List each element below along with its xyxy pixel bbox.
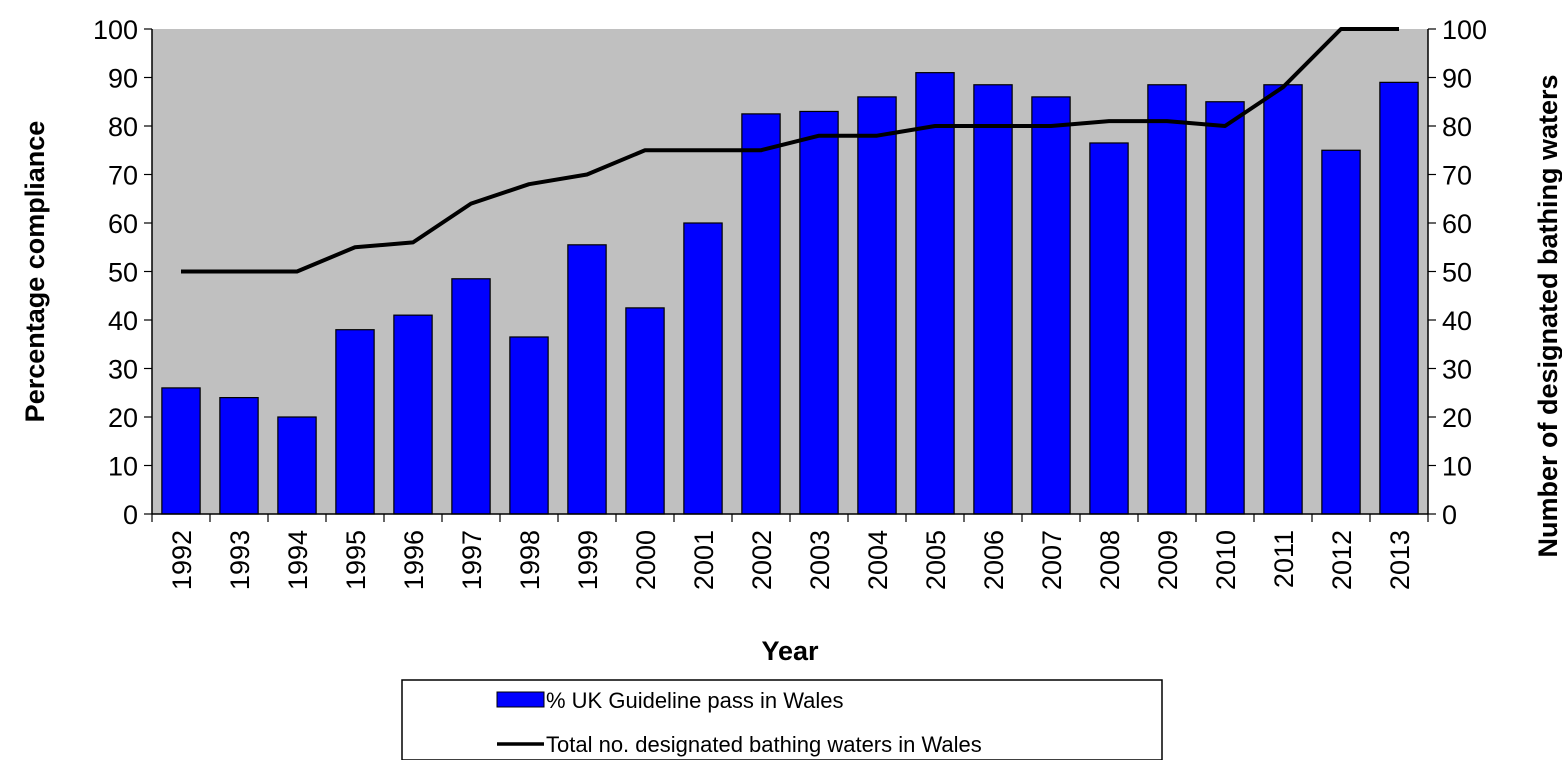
- bar-2010: [1205, 101, 1245, 515]
- x-tick-label-1994: 1994: [283, 530, 313, 590]
- x-tick-label-2004: 2004: [863, 530, 893, 590]
- y-tick-label: 0: [123, 500, 138, 530]
- y-axis-ticks: 0 10 20 30 40 50 60 70 80 90 100: [93, 15, 152, 530]
- y-tick-label: 100: [93, 15, 138, 45]
- x-tick-label-2010: 2010: [1211, 530, 1241, 590]
- x-tick-label-2013: 2013: [1385, 530, 1415, 590]
- bar-2004: [857, 96, 897, 515]
- y2-tick-label: 50: [1442, 258, 1472, 288]
- bar-1999: [567, 244, 607, 515]
- x-tick-labels: 1992 1993 1994 1995 1996 1997 1998 1999 2000 2001…: [167, 530, 1415, 590]
- y-tick-label: 90: [108, 64, 138, 94]
- y-tick-label: 50: [108, 258, 138, 288]
- bar-2003: [799, 110, 839, 515]
- x-tick-label-2011: 2011: [1269, 530, 1299, 588]
- y2-tick-label: 30: [1442, 355, 1472, 385]
- y2-tick-label: 60: [1442, 209, 1472, 239]
- bar-series: [161, 72, 1419, 515]
- bar-2011: [1263, 84, 1303, 515]
- bar-2006: [973, 84, 1013, 515]
- x-tick-label-2009: 2009: [1153, 530, 1183, 590]
- bar-1992: [161, 387, 201, 515]
- legend: % UK Guideline pass in Wales Total no. d…: [401, 679, 1163, 760]
- y2-axis-title: Number of designated bathing waters: [1533, 74, 1562, 557]
- y-tick-label: 80: [108, 112, 138, 142]
- x-tick-label-2003: 2003: [805, 530, 835, 590]
- bar-2009: [1147, 84, 1187, 515]
- x-tick-label-2012: 2012: [1327, 530, 1357, 590]
- x-axis-title: Year: [761, 636, 819, 666]
- x-tick-label-1997: 1997: [457, 530, 487, 590]
- x-tick-label-1993: 1993: [225, 530, 255, 590]
- bar-2013: [1379, 81, 1419, 515]
- legend-bar-swatch: [496, 691, 545, 708]
- x-tick-label-2001: 2001: [689, 530, 719, 590]
- x-tick-label-2005: 2005: [921, 530, 951, 590]
- y-axis-title: Percentage compliance: [20, 121, 50, 423]
- y-tick-label: 30: [108, 355, 138, 385]
- line-bathing-waters: [181, 27, 1399, 274]
- x-tick-label-1999: 1999: [573, 530, 603, 590]
- legend-line-label: Total no. designated bathing waters in W…: [546, 732, 982, 757]
- bar-2008: [1089, 142, 1129, 515]
- y2-tick-label: 0: [1442, 500, 1457, 530]
- y2-tick-label: 70: [1442, 161, 1472, 191]
- bar-2000: [625, 307, 665, 515]
- y-tick-label: 20: [108, 403, 138, 433]
- x-tick-label-2000: 2000: [631, 530, 661, 590]
- line-series: [181, 27, 1399, 274]
- x-tick-label-1992: 1992: [167, 530, 197, 590]
- x-tick-label-2002: 2002: [747, 530, 777, 590]
- bar-2005: [915, 72, 955, 515]
- y2-tick-label: 80: [1442, 112, 1472, 142]
- bar-1996: [393, 314, 433, 515]
- bar-2007: [1031, 96, 1071, 515]
- legend-bar-label: % UK Guideline pass in Wales: [546, 688, 844, 713]
- y2-tick-label: 100: [1442, 15, 1487, 45]
- y2-tick-label: 10: [1442, 452, 1472, 482]
- x-tick-label-1996: 1996: [399, 530, 429, 590]
- bar-2001: [683, 222, 723, 515]
- bar-2012: [1321, 149, 1361, 515]
- bar-1994: [277, 416, 317, 515]
- x-tick-label-2008: 2008: [1095, 530, 1125, 590]
- bar-1995: [335, 329, 375, 515]
- bar-1998: [509, 336, 549, 515]
- x-tick-label-2006: 2006: [979, 530, 1009, 590]
- y2-axis-ticks: 0 10 20 30 40 50 60 70 80 90 100: [1428, 15, 1487, 530]
- x-tick-label-2007: 2007: [1037, 530, 1067, 590]
- y2-tick-label: 90: [1442, 64, 1472, 94]
- y-tick-label: 60: [108, 209, 138, 239]
- bar-2002: [741, 113, 781, 515]
- y-tick-label: 40: [108, 306, 138, 336]
- bar-1993: [219, 397, 259, 515]
- bar-1997: [451, 278, 491, 515]
- y-tick-label: 70: [108, 161, 138, 191]
- x-tick-label-1995: 1995: [341, 530, 371, 590]
- x-tick-label-1998: 1998: [515, 530, 545, 590]
- y2-tick-label: 40: [1442, 306, 1472, 336]
- y2-tick-label: 20: [1442, 403, 1472, 433]
- x-axis-ticks: [151, 514, 1429, 522]
- y-tick-label: 10: [108, 452, 138, 482]
